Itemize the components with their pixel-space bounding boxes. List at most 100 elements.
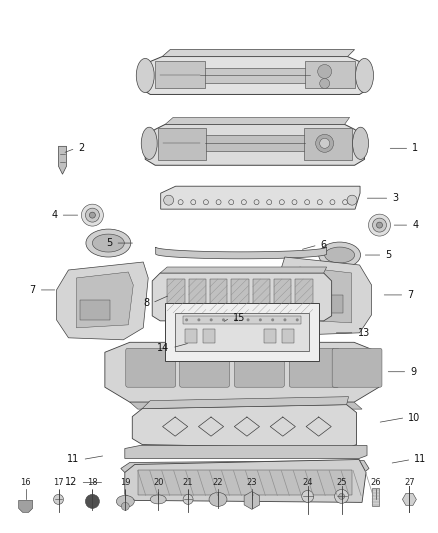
Circle shape [320,78,330,88]
Bar [253,279,270,313]
Circle shape [316,134,334,152]
Polygon shape [132,405,357,449]
Circle shape [372,218,386,232]
Polygon shape [57,262,148,340]
Bar [165,303,319,361]
Circle shape [296,318,299,321]
Bar [175,313,309,351]
Circle shape [271,318,274,321]
Text: 14: 14 [157,343,169,353]
Text: 23: 23 [247,478,257,487]
Ellipse shape [86,229,131,257]
Text: 4: 4 [51,210,57,220]
FancyBboxPatch shape [289,348,339,387]
Polygon shape [403,494,417,505]
Polygon shape [142,397,349,409]
Bar [183,316,301,324]
Bar [138,471,352,495]
Text: 13: 13 [357,328,370,338]
Circle shape [85,208,99,222]
Circle shape [185,318,188,321]
FancyBboxPatch shape [180,348,230,387]
Text: 6: 6 [321,240,327,250]
Circle shape [121,503,129,511]
Text: 24: 24 [303,478,313,487]
Text: 17: 17 [53,478,64,487]
Circle shape [377,222,382,228]
Circle shape [81,204,103,226]
Bar [155,61,205,88]
Text: 9: 9 [410,367,417,377]
Text: 10: 10 [408,413,420,423]
Bar [158,128,206,160]
FancyBboxPatch shape [126,348,176,387]
Polygon shape [121,461,369,472]
Polygon shape [19,500,32,512]
Circle shape [318,64,332,78]
Text: 1: 1 [413,143,419,154]
Circle shape [347,195,357,205]
Ellipse shape [136,59,154,93]
Text: 5: 5 [106,238,112,248]
Polygon shape [125,459,366,503]
Text: 15: 15 [233,313,245,323]
Polygon shape [59,147,67,174]
Text: 5: 5 [385,250,392,260]
Text: 20: 20 [153,478,163,487]
Ellipse shape [150,495,166,504]
Ellipse shape [209,492,227,506]
Bar [283,329,294,343]
Circle shape [302,490,314,503]
FancyBboxPatch shape [234,348,284,387]
Bar [295,279,313,313]
Polygon shape [105,342,379,402]
Ellipse shape [325,247,355,263]
Text: 11: 11 [414,455,427,464]
Circle shape [222,318,225,321]
Ellipse shape [117,495,134,507]
Bar [318,295,343,313]
Circle shape [210,318,213,321]
Circle shape [335,489,349,503]
Polygon shape [125,446,367,458]
Ellipse shape [141,127,157,159]
Bar [371,488,379,506]
Bar [81,300,110,320]
Bar [274,279,291,313]
Bar [305,61,355,88]
Circle shape [89,212,95,218]
Bar [210,279,227,313]
Circle shape [247,318,250,321]
Polygon shape [145,124,364,165]
Circle shape [283,318,286,321]
Bar [231,279,249,313]
Polygon shape [244,491,260,510]
Circle shape [320,139,330,148]
Circle shape [259,318,262,321]
Polygon shape [160,267,327,273]
Text: 3: 3 [392,193,399,203]
Circle shape [85,495,99,508]
Ellipse shape [92,234,124,252]
Bar [188,279,206,313]
Polygon shape [155,247,327,259]
Text: 26: 26 [370,478,381,487]
Circle shape [183,495,193,504]
Polygon shape [162,50,355,56]
Polygon shape [142,56,367,94]
Ellipse shape [319,242,360,268]
Text: 4: 4 [413,220,419,230]
Text: 7: 7 [29,285,35,295]
Polygon shape [161,186,360,209]
Bar [195,68,314,84]
Text: 12: 12 [65,478,78,488]
Circle shape [198,318,201,321]
Text: 27: 27 [404,478,415,487]
Polygon shape [77,272,133,328]
Bar [304,128,352,160]
Circle shape [53,495,64,504]
Bar [167,279,184,313]
Bar [200,135,310,151]
Circle shape [234,318,237,321]
Circle shape [368,214,390,236]
